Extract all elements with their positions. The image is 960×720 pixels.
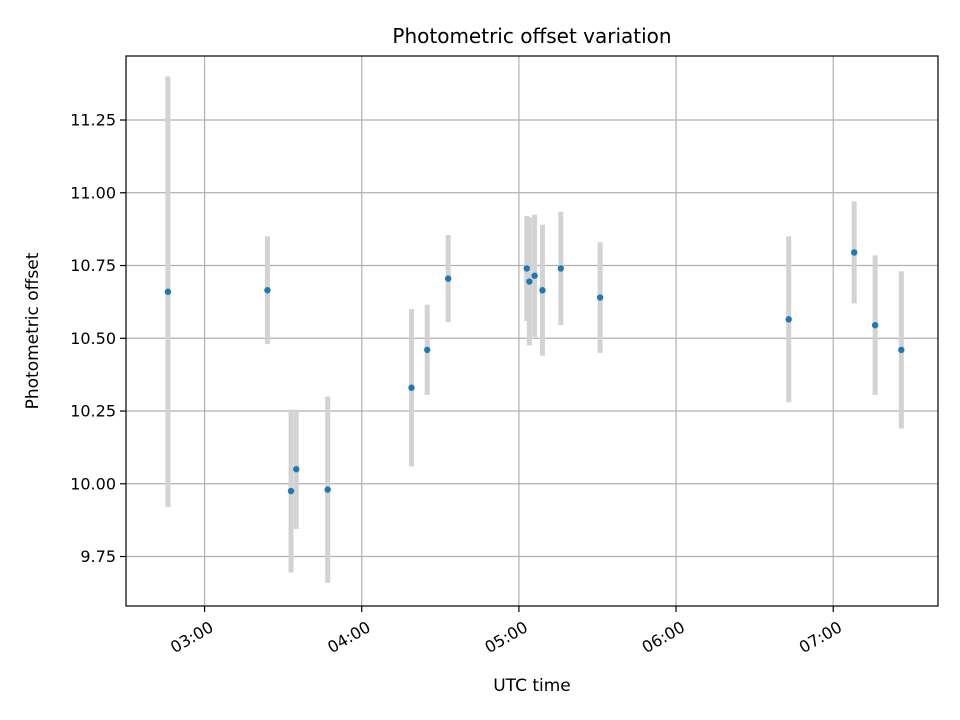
data-point [557,265,565,272]
data-point [898,346,905,354]
y-tick-label: 11.00 [70,183,116,202]
data-point [444,275,452,282]
y-tick-label: 11.25 [70,111,116,130]
data-point [523,265,530,272]
data-point [287,487,295,495]
data-point [871,321,879,329]
plot-frame [125,55,939,607]
data-point [596,294,604,301]
point-layer [164,249,905,495]
data-point [324,486,331,493]
y-tick-label: 10.75 [70,256,116,275]
x-axis-title: UTC time [493,676,571,696]
data-point [531,272,538,279]
y-tick-label: 10.25 [70,402,116,421]
data-point [539,287,546,294]
data-point [526,278,533,285]
data-point [424,346,431,354]
data-point [785,316,792,323]
data-point [293,466,300,473]
y-axis-title: Photometric offset [23,252,43,409]
data-point [164,288,172,295]
data-point [264,287,271,294]
y-tick-label: 10.50 [70,329,116,348]
grid-layer [126,56,938,606]
y-tick-label: 9.75 [80,547,116,566]
data-point [408,384,415,391]
y-tick-label: 10.00 [70,474,116,493]
data-point [850,249,858,256]
chart-title: Photometric offset variation [392,24,671,48]
